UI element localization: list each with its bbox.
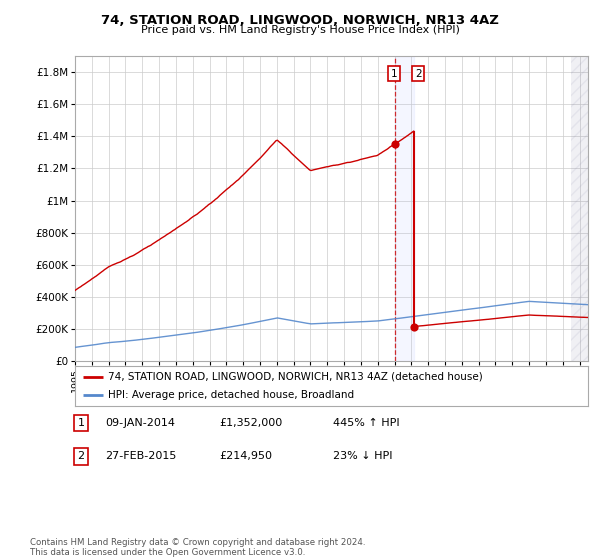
Text: 1: 1: [77, 418, 85, 428]
Point: [409, 322, 419, 331]
Text: Price paid vs. HM Land Registry's House Price Index (HPI): Price paid vs. HM Land Registry's House …: [140, 25, 460, 35]
Bar: [571, 56, 588, 361]
Text: Contains HM Land Registry data © Crown copyright and database right 2024.
This d: Contains HM Land Registry data © Crown c…: [30, 538, 365, 557]
Point: [390, 139, 400, 148]
Text: £214,950: £214,950: [219, 451, 272, 461]
Text: 74, STATION ROAD, LINGWOOD, NORWICH, NR13 4AZ (detached house): 74, STATION ROAD, LINGWOOD, NORWICH, NR1…: [109, 372, 483, 382]
Text: 445% ↑ HPI: 445% ↑ HPI: [333, 418, 400, 428]
Text: 74, STATION ROAD, LINGWOOD, NORWICH, NR13 4AZ: 74, STATION ROAD, LINGWOOD, NORWICH, NR1…: [101, 14, 499, 27]
Text: 27-FEB-2015: 27-FEB-2015: [105, 451, 176, 461]
Text: HPI: Average price, detached house, Broadland: HPI: Average price, detached house, Broa…: [109, 390, 355, 400]
Text: 2: 2: [415, 69, 421, 78]
Text: 1: 1: [391, 69, 397, 78]
Text: 2: 2: [77, 451, 85, 461]
Bar: [395, 56, 414, 361]
Text: £1,352,000: £1,352,000: [219, 418, 282, 428]
Text: 09-JAN-2014: 09-JAN-2014: [105, 418, 175, 428]
Text: 23% ↓ HPI: 23% ↓ HPI: [333, 451, 392, 461]
